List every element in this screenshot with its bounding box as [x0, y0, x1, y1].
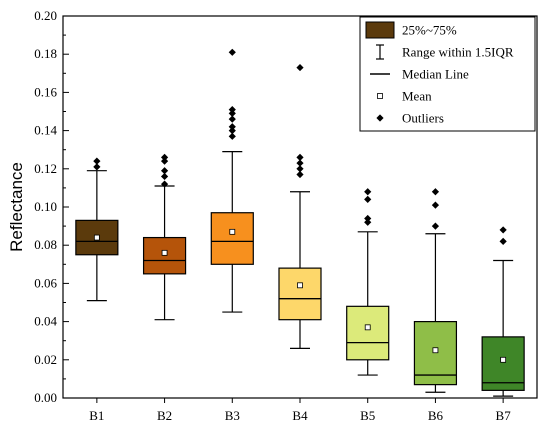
mean-marker: [500, 356, 507, 363]
y-tick-label: 0.16: [34, 84, 57, 99]
mean-marker: [161, 249, 168, 256]
outlier-point: [296, 153, 304, 161]
legend-item-outliers: Outliers: [376, 111, 444, 126]
legend-item-median: Median Line: [370, 67, 469, 82]
outlier-point: [228, 115, 236, 123]
outlier-point: [228, 48, 236, 56]
outlier-point: [431, 222, 440, 230]
mean-marker: [229, 228, 236, 235]
legend: 25%~75% Range within 1.5IQR Median Line Mea…: [359, 16, 536, 132]
outlier-point: [499, 237, 507, 245]
box-b7: [481, 226, 525, 397]
outlier-point: [364, 195, 372, 203]
box-b5: [346, 188, 390, 376]
outlier-point: [431, 201, 440, 209]
outlier-point: [160, 167, 169, 175]
axes: 0.00 0.02 0.04 0.06 0.08 0.10 0.12 0.14 0.16 0.18…: [34, 8, 538, 423]
box-iqr: [481, 336, 525, 391]
box-iqr: [346, 305, 390, 361]
x-tick-label: B5: [360, 408, 375, 423]
box-iqr: [210, 212, 254, 265]
mean-marker: [432, 347, 439, 354]
outlier-point: [160, 157, 169, 165]
mean-marker: [364, 324, 371, 331]
box-b2: [142, 153, 187, 321]
outlier-point: [296, 170, 304, 179]
y-tick-label: 0.06: [34, 275, 57, 290]
legend-label: Range within 1.5IQR: [402, 45, 514, 60]
outlier-point: [364, 218, 372, 226]
outlier-point: [228, 109, 236, 118]
legend-item-mean: Mean: [377, 89, 432, 104]
y-tick-label: 0.10: [34, 199, 57, 214]
outlier-point: [228, 132, 236, 140]
mean-marker: [93, 234, 100, 241]
mean-marker: [297, 282, 303, 289]
legend-item-box: 25%~75%: [365, 21, 457, 39]
legend-label: 25%~75%: [402, 23, 457, 38]
legend-label: Median Line: [402, 67, 469, 82]
x-tick-label: B3: [225, 408, 240, 423]
outlier-point: [228, 127, 236, 135]
x-tick-label: B4: [292, 408, 308, 423]
outlier-point: [160, 172, 169, 181]
outlier-point: [93, 163, 101, 171]
box-b4: [278, 63, 322, 349]
plot-area: [75, 48, 525, 397]
outlier-point: [431, 188, 440, 196]
outlier-point: [228, 123, 236, 131]
outlier-point: [296, 63, 304, 72]
outlier-point: [364, 214, 372, 223]
y-tick-label: 0.02: [34, 352, 57, 367]
y-tick-label: 0.00: [34, 390, 57, 405]
outlier-point: [296, 159, 304, 167]
y-tick-label: 0.18: [34, 46, 57, 61]
legend-swatch-mean: [377, 93, 383, 99]
y-tick-label: 0.04: [34, 314, 57, 329]
box-b6: [413, 188, 458, 393]
outlier-point: [160, 153, 169, 161]
y-tick-label: 0.20: [34, 8, 57, 23]
y-tick-label: 0.08: [34, 237, 57, 252]
outlier-point: [160, 180, 169, 188]
outlier-point: [93, 157, 101, 165]
outlier-point: [364, 188, 372, 196]
box-iqr: [278, 267, 322, 321]
box-b3: [210, 48, 254, 313]
x-tick-label: B6: [428, 408, 444, 423]
y-tick-label: 0.14: [34, 123, 57, 138]
box-b1: [75, 157, 119, 302]
legend-swatch-outlier: [376, 114, 384, 122]
outlier-point: [296, 165, 304, 173]
legend-swatch-box: [365, 21, 395, 39]
y-axis-label: Reflectance: [7, 162, 26, 252]
x-tick-label: B1: [89, 408, 104, 423]
x-tick-label: B2: [157, 408, 172, 423]
legend-label: Outliers: [402, 111, 444, 126]
legend-item-range: Range within 1.5IQR: [376, 44, 514, 60]
outlier-point: [499, 226, 507, 234]
outlier-point: [228, 105, 236, 114]
y-tick-label: 0.12: [34, 161, 57, 176]
legend-label: Mean: [402, 89, 432, 104]
x-tick-label: B7: [496, 408, 512, 423]
